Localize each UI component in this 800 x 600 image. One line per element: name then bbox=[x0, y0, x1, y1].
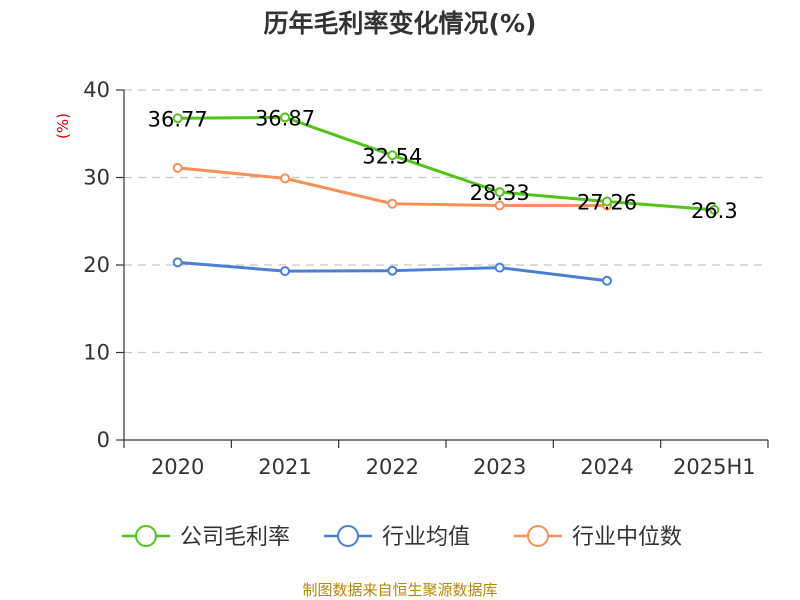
x-tick-label: 2023 bbox=[473, 455, 526, 479]
data-point bbox=[494, 262, 505, 273]
data-label: 32.54 bbox=[362, 144, 422, 168]
legend-item-2[interactable]: 行业中位数 bbox=[514, 525, 682, 550]
y-tick-label: 20 bbox=[83, 253, 110, 277]
y-axis-label: (%) bbox=[54, 113, 72, 139]
x-tick-label: 2020 bbox=[151, 455, 204, 479]
data-point bbox=[172, 257, 183, 268]
data-point bbox=[709, 204, 720, 215]
data-point bbox=[172, 162, 183, 173]
data-point bbox=[387, 150, 398, 161]
legend-item-0[interactable]: 公司毛利率 bbox=[122, 525, 290, 550]
source-note: 制图数据来自恒生聚源数据库 bbox=[302, 581, 497, 599]
data-point bbox=[387, 265, 398, 276]
series-line-0 bbox=[176, 115, 716, 212]
legend-marker bbox=[337, 525, 359, 547]
data-label: 28.33 bbox=[470, 181, 530, 205]
legend-marker bbox=[135, 525, 157, 547]
data-point bbox=[602, 196, 612, 207]
legend-label: 行业均值 bbox=[382, 525, 470, 550]
data-labels: 36.77 36.87 32.54 28.33 27.26 26.3 bbox=[148, 106, 738, 222]
data-point bbox=[280, 266, 290, 277]
data-point bbox=[494, 187, 505, 198]
legend-label: 公司毛利率 bbox=[180, 525, 290, 550]
data-point bbox=[280, 173, 290, 184]
axes: 0 10 20 30 40 2020 2021 2022 2023 2024 2025H1 bbox=[83, 78, 769, 479]
y-tick-label: 40 bbox=[83, 78, 110, 102]
legend[interactable]: 公司毛利率 行业均值 行业中位数 bbox=[122, 525, 682, 550]
y-tick-label: 30 bbox=[83, 166, 110, 190]
data-label: 27.26 bbox=[577, 190, 637, 214]
y-tick-label: 10 bbox=[83, 341, 110, 365]
grid-lines bbox=[124, 89, 768, 354]
data-label: 26.3 bbox=[691, 199, 738, 223]
data-point bbox=[172, 113, 183, 124]
x-tick-label: 2021 bbox=[258, 455, 311, 479]
data-label: 36.87 bbox=[255, 106, 315, 130]
data-point bbox=[280, 112, 290, 123]
data-point bbox=[387, 198, 398, 209]
legend-marker bbox=[527, 525, 549, 547]
x-tick-label: 2022 bbox=[366, 455, 419, 479]
data-point bbox=[602, 275, 612, 286]
y-tick-label: 0 bbox=[97, 428, 110, 452]
series-group bbox=[172, 112, 720, 286]
chart-title: 历年毛利率变化情况(%) bbox=[264, 9, 537, 38]
data-label: 36.77 bbox=[148, 107, 208, 131]
legend-item-1[interactable]: 行业均值 bbox=[324, 525, 470, 550]
legend-label: 行业中位数 bbox=[572, 525, 682, 550]
x-tick-label: 2025H1 bbox=[673, 455, 756, 479]
data-point bbox=[494, 200, 505, 211]
x-tick-label: 2024 bbox=[580, 455, 633, 479]
